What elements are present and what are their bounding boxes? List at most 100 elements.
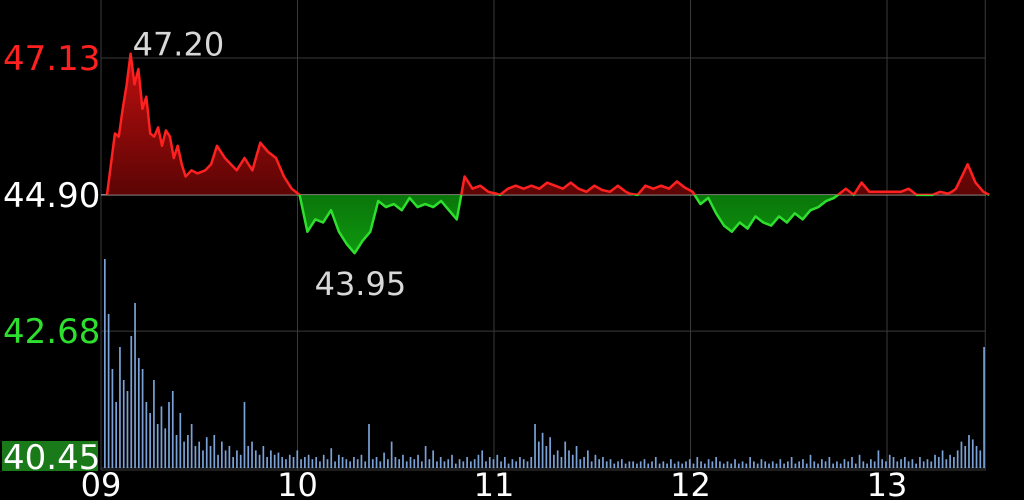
volume-bar — [654, 457, 657, 468]
volume-bar — [651, 461, 653, 468]
volume-bar — [183, 441, 185, 468]
x-tick-label: 09 — [81, 466, 122, 500]
volume-bar — [247, 446, 250, 468]
volume-bar — [477, 454, 480, 468]
volume-bar — [734, 459, 736, 468]
volume-bar — [466, 457, 468, 468]
volume-bar — [564, 441, 567, 468]
volume-bar — [217, 454, 219, 468]
volume-bar — [462, 461, 465, 468]
volume-bar — [262, 446, 265, 468]
volume-bar — [575, 446, 578, 468]
volume-bar — [719, 461, 721, 468]
volume-bar — [956, 450, 959, 468]
volume-bar — [926, 459, 929, 468]
volume-bar — [809, 454, 812, 468]
volume-bar — [417, 454, 419, 468]
volume-bar — [470, 461, 472, 468]
volume-bar — [356, 459, 359, 468]
volume-bar — [168, 402, 170, 468]
volume-bar — [839, 463, 842, 468]
volume-bar — [794, 463, 797, 468]
volume-bar — [598, 459, 601, 468]
volume-bar — [787, 461, 789, 468]
volume-bar — [198, 441, 201, 468]
volume-bar — [251, 441, 253, 468]
volume-bar — [122, 380, 125, 468]
volume-bar — [820, 459, 823, 468]
volume-bar — [700, 461, 702, 468]
y-tick-label: 42.68 — [3, 312, 100, 352]
price-area — [107, 53, 990, 254]
annotations: 47.20 43.95 — [133, 26, 407, 303]
volume-bar — [915, 463, 917, 468]
volume-bar — [481, 450, 484, 468]
volume-bar — [832, 463, 834, 468]
volume-bar — [968, 435, 970, 468]
volume-bar — [896, 461, 899, 468]
volume-bar — [688, 459, 691, 468]
volume-bar — [953, 457, 955, 468]
volume-bar — [153, 380, 155, 468]
volume-bar — [903, 457, 906, 468]
volume-bar — [971, 439, 974, 468]
volume-bar — [885, 461, 887, 468]
volume-bar — [300, 459, 302, 468]
volume-bar — [579, 459, 582, 468]
volume-bar — [277, 452, 280, 468]
volume-bar — [870, 459, 872, 468]
volume-bar — [560, 457, 563, 468]
volume-bar — [432, 450, 434, 468]
volume-bar — [571, 454, 574, 468]
volume-bar — [187, 435, 189, 468]
volume-bar — [934, 454, 936, 468]
grid-lines — [100, 0, 986, 471]
volume-bar — [764, 461, 767, 468]
volume-bar — [319, 461, 321, 468]
volume-bar — [296, 450, 299, 468]
volume-bar — [707, 459, 710, 468]
volume-bar — [273, 454, 276, 468]
volume-bar — [258, 454, 261, 468]
volume-bar — [111, 369, 114, 468]
volume-bar — [292, 457, 295, 468]
volume-bar — [179, 413, 182, 468]
volume-bar — [851, 457, 853, 468]
volume-bar — [141, 369, 144, 468]
volume-bar — [145, 402, 148, 468]
volume-bar — [537, 441, 540, 468]
volume-bar — [375, 457, 378, 468]
volume-bar — [553, 454, 555, 468]
volume-bar — [458, 459, 461, 468]
volume-bar — [722, 463, 725, 468]
volume-bar — [975, 446, 978, 468]
volume-bar — [873, 461, 876, 468]
volume-bar — [900, 459, 902, 468]
volume-bar — [526, 461, 529, 468]
volume-bar — [307, 454, 310, 468]
volume-bar — [126, 391, 129, 468]
volume-bar — [439, 457, 442, 468]
volume-bar — [545, 446, 548, 468]
volume-bar — [632, 461, 634, 468]
volume-bar — [270, 450, 272, 468]
volume-bar — [888, 454, 891, 468]
volume-bar — [266, 457, 268, 468]
volume-bar — [866, 463, 868, 468]
volume-bar — [511, 459, 514, 468]
volume-bar — [549, 437, 551, 468]
volume-bar — [254, 450, 257, 468]
volume-bar — [696, 457, 699, 468]
volume-bar — [945, 459, 948, 468]
volume-bar — [337, 454, 340, 468]
volume-bar — [205, 437, 208, 468]
volume-bar — [768, 463, 770, 468]
volume-bar — [156, 424, 159, 468]
volume-bar — [617, 461, 619, 468]
volume-bar — [843, 459, 846, 468]
volume-bar — [771, 461, 774, 468]
volume-bar — [134, 303, 136, 468]
volume-bar — [379, 461, 382, 468]
volume-bar — [107, 314, 110, 468]
